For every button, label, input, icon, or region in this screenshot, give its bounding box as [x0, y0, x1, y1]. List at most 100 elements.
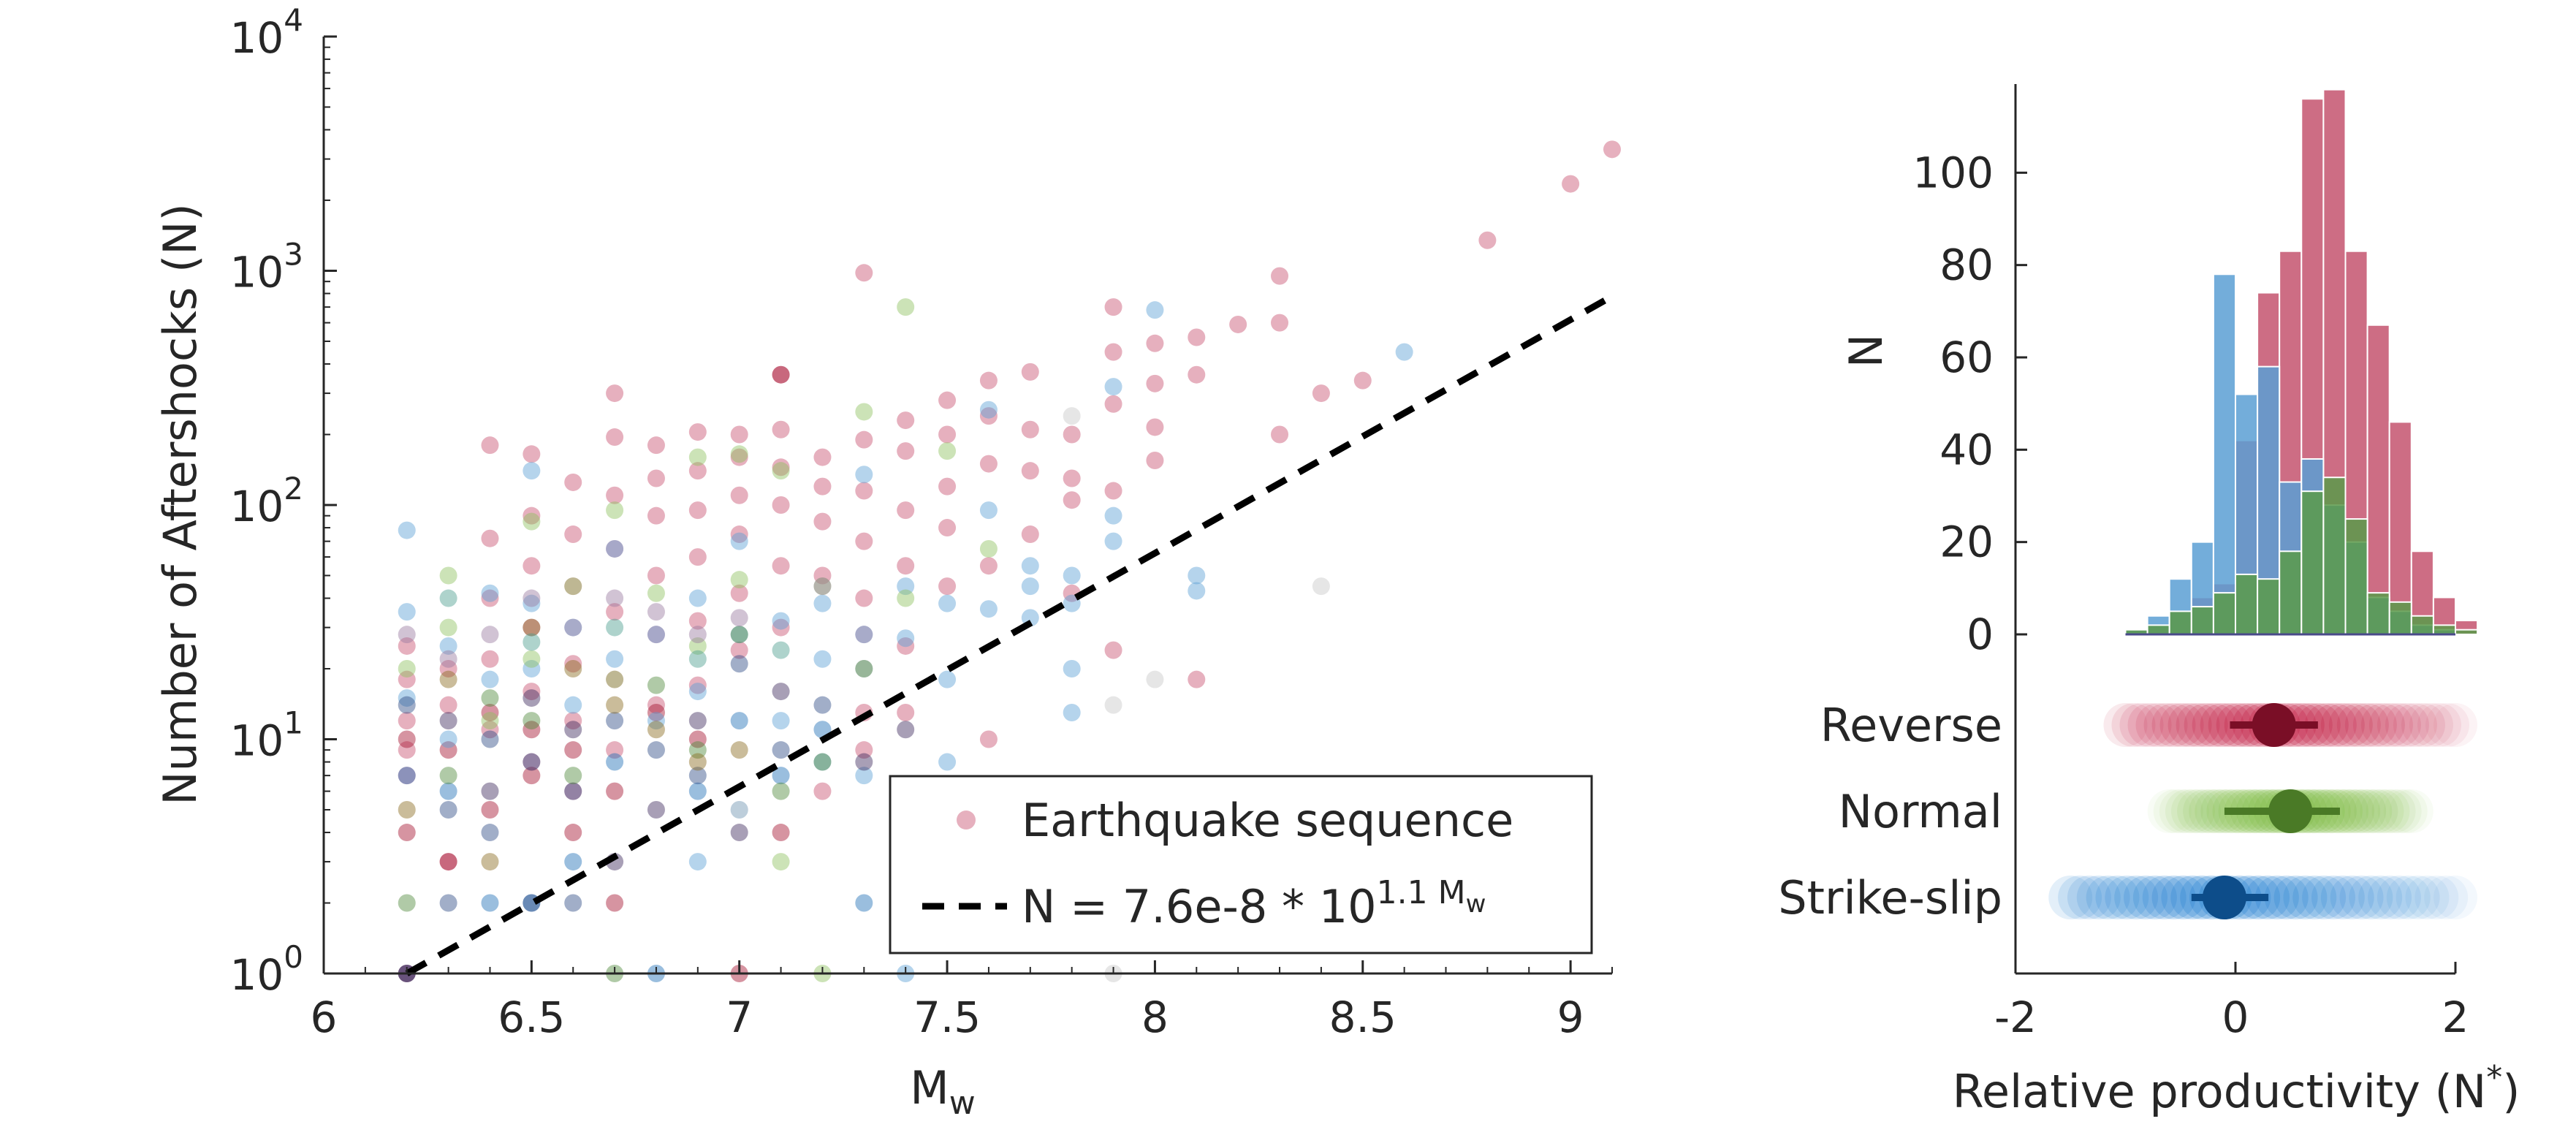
- category-label: Reverse: [1820, 699, 2002, 752]
- productivity-point: [2048, 876, 2093, 919]
- productivity-point: [2417, 703, 2461, 747]
- right-y-tick-label: 60: [1939, 333, 1994, 382]
- legend-label-fit: N = 7.6e-8 * 101.1 Mw: [1022, 874, 1486, 933]
- scatter-point: [481, 589, 499, 607]
- productivity-point: [2405, 876, 2450, 919]
- productivity-point: [2111, 703, 2156, 747]
- x-tick-label: 8: [1141, 992, 1169, 1042]
- x-axis-label: Mw: [910, 1061, 976, 1122]
- productivity-point: [2302, 876, 2347, 919]
- y-tick-label: 103: [229, 237, 303, 297]
- histogram-bar: [2388, 421, 2412, 636]
- scatter-point: [523, 618, 541, 637]
- right-x-tick-label: 0: [2222, 992, 2249, 1042]
- productivity-point: [2348, 789, 2393, 833]
- scatter-point: [688, 589, 707, 607]
- scatter-point: [772, 365, 790, 384]
- productivity-point: [2183, 789, 2227, 833]
- scatter-point: [730, 445, 748, 463]
- productivity-point: [2195, 789, 2239, 833]
- productivity-point: [2368, 703, 2413, 747]
- scatter-point: [523, 633, 541, 651]
- scatter-point: [439, 712, 457, 730]
- scatter-point: [1104, 641, 1122, 659]
- scatter-point: [772, 618, 790, 637]
- scatter-point: [855, 264, 873, 282]
- scatter-point: [523, 767, 541, 785]
- scatter-point: [772, 365, 790, 384]
- scatter-point: [1603, 140, 1621, 159]
- scatter-point: [439, 853, 457, 871]
- mean-marker: [2268, 789, 2313, 833]
- scatter-point: [1188, 566, 1206, 585]
- scatter-point: [439, 741, 457, 759]
- scatter-point: [730, 584, 748, 602]
- scatter-point: [523, 660, 541, 678]
- scatter-point: [813, 782, 832, 800]
- scatter-point: [730, 448, 748, 466]
- histogram-bar: [2212, 592, 2236, 636]
- scatter-point: [855, 532, 873, 550]
- scatter-point: [688, 683, 707, 701]
- scatter-point: [523, 650, 541, 668]
- right-x-ticks: -2 0 2: [1994, 962, 2469, 1042]
- scatter-point: [1146, 374, 1164, 392]
- scatter-point: [897, 501, 915, 520]
- right-y-tick-label: 20: [1939, 517, 1994, 567]
- productivity-point: [2389, 789, 2433, 833]
- scatter-point: [439, 767, 457, 785]
- legend-label-scatter: Earthquake sequence: [1022, 794, 1513, 847]
- scatter-point: [855, 741, 873, 759]
- right-y-tick-label: 0: [1967, 610, 1994, 659]
- scatter-point: [523, 557, 541, 575]
- productivity-point: [2385, 703, 2429, 747]
- scatter-point: [647, 566, 665, 585]
- scatter-point: [897, 589, 915, 607]
- scatter-point: [398, 824, 416, 842]
- productivity-point: [2330, 876, 2374, 919]
- scatter-point: [897, 577, 915, 596]
- scatter-point: [647, 741, 665, 759]
- scatter-point: [439, 730, 457, 748]
- scatter-point: [647, 703, 665, 721]
- scatter-point: [897, 703, 915, 721]
- productivity-point: [2344, 703, 2389, 747]
- scatter-point: [564, 577, 582, 596]
- scatter-point: [606, 670, 624, 688]
- y-axis-label: Number of Aftershocks (N): [153, 203, 207, 805]
- scatter-point: [523, 462, 541, 480]
- scatter-point: [730, 425, 748, 444]
- scatter-point: [979, 730, 998, 748]
- scatter-point: [1271, 267, 1289, 285]
- scatter-point: [606, 539, 624, 558]
- productivity-point: [2114, 876, 2159, 919]
- productivity-point: [2425, 703, 2469, 747]
- productivity-point: [2124, 876, 2168, 919]
- y-tick-label: 101: [229, 705, 303, 766]
- productivity-point: [2200, 789, 2245, 833]
- scatter-point: [1021, 525, 1039, 544]
- legend-marker-scatter: [957, 811, 976, 830]
- scatter-point: [688, 853, 707, 871]
- scatter-point: [481, 894, 499, 912]
- productivity-point: [2296, 703, 2341, 747]
- scatter-point: [647, 676, 665, 694]
- scatter-point: [1104, 482, 1122, 500]
- scatter-point: [398, 730, 416, 748]
- scatter-point: [564, 696, 582, 714]
- scatter-point: [688, 730, 707, 748]
- histogram-bar: [2410, 615, 2434, 636]
- scatter-point: [855, 894, 873, 912]
- scatter-point: [897, 557, 915, 575]
- scatter-point: [481, 730, 499, 748]
- productivity-point: [2311, 876, 2355, 919]
- scatter-point: [398, 670, 416, 688]
- scatter-point: [564, 473, 582, 491]
- scatter-point: [938, 519, 957, 537]
- productivity-point: [2165, 789, 2209, 833]
- scatter-point: [647, 696, 665, 714]
- scatter-point: [688, 448, 707, 466]
- scatter-point: [481, 650, 499, 668]
- scatter-point: [647, 436, 665, 455]
